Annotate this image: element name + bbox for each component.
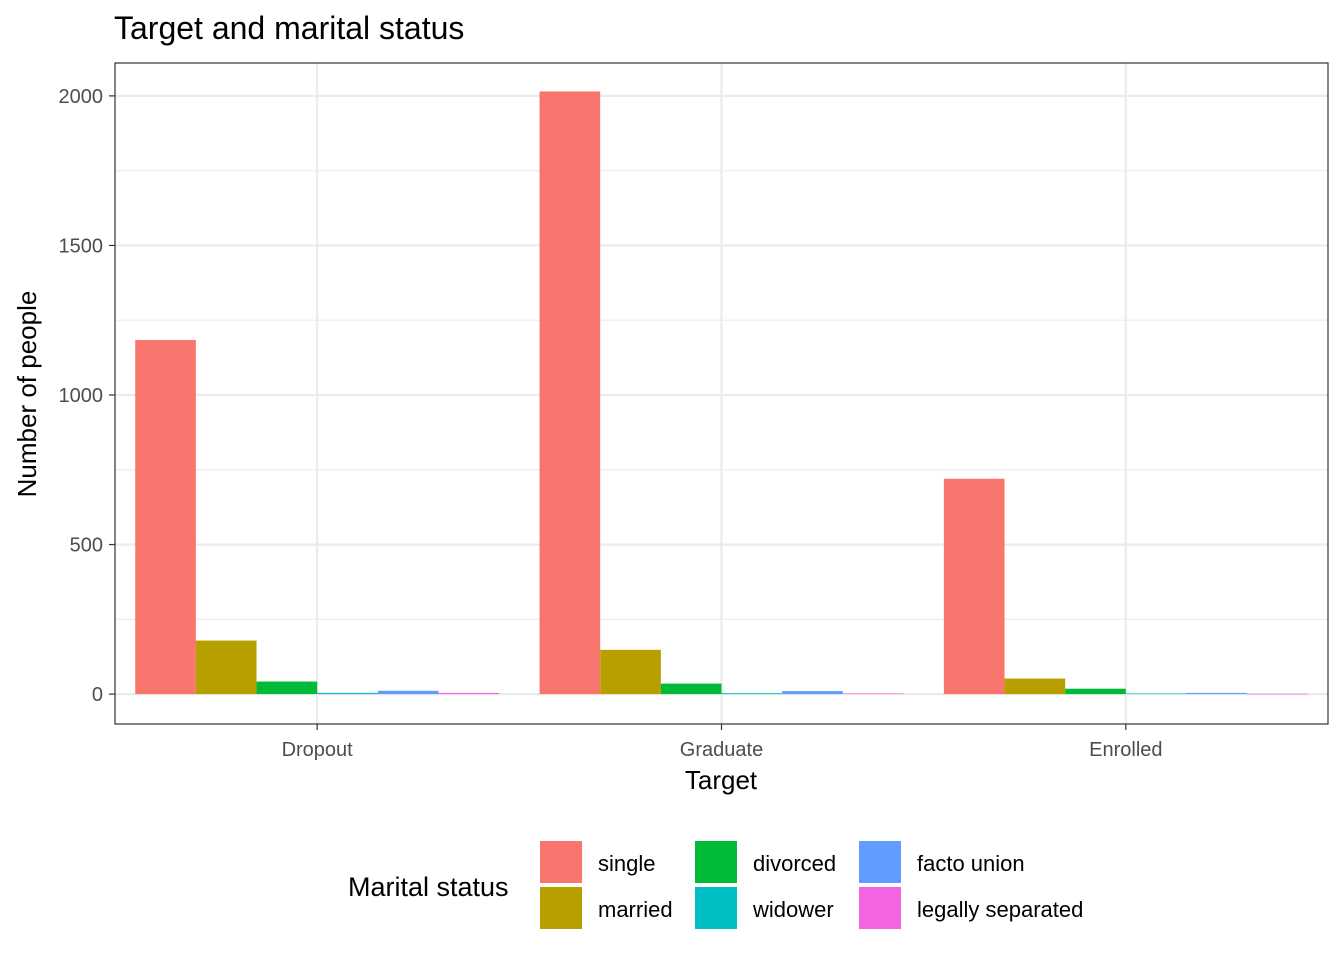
bar-widower-dropout [317, 692, 378, 695]
y-axis: 0 500 1000 1500 2000 [59, 86, 115, 706]
y-tick-label: 1500 [59, 235, 104, 257]
legend-label-widower: widower [752, 897, 834, 922]
bar-divorced-graduate [660, 683, 722, 695]
legend-key-facto-union [859, 841, 901, 883]
bar-married-graduate [600, 649, 661, 695]
legend-label-facto-union: facto union [917, 851, 1025, 876]
legend-title: Marital status [348, 872, 509, 902]
bar-legally-separated-dropout [438, 692, 500, 695]
bar-facto-union-enrolled [1186, 692, 1248, 695]
gridlines [115, 63, 1328, 724]
legend-label-divorced: divorced [753, 851, 836, 876]
bar-married-enrolled [1004, 678, 1066, 695]
bars [135, 91, 1308, 695]
legend-key-legally-separated [859, 887, 901, 929]
bar-facto-union-graduate [782, 691, 843, 695]
bar-legally-separated-enrolled [1247, 693, 1308, 695]
y-tick-label: 500 [70, 535, 103, 557]
bar-single-graduate [539, 91, 601, 695]
legend-key-widower [695, 887, 737, 929]
bar-divorced-enrolled [1065, 688, 1126, 695]
bar-widower-enrolled [1125, 693, 1187, 695]
legend-label-single: single [598, 851, 655, 876]
bar-divorced-dropout [256, 681, 318, 695]
bar-widower-graduate [721, 693, 783, 695]
bar-facto-union-dropout [377, 690, 439, 695]
legend-key-married [540, 887, 582, 929]
y-tick-label: 0 [92, 684, 103, 706]
x-tick-label: Enrolled [1089, 739, 1162, 761]
x-tick-label: Graduate [680, 739, 763, 761]
chart-title: Target and marital status [114, 10, 464, 46]
legend-label-legally-separated: legally separated [917, 897, 1083, 922]
y-axis-title: Number of people [12, 291, 42, 498]
bar-single-enrolled [943, 478, 1005, 695]
y-tick-label: 1000 [59, 385, 104, 407]
bar-single-dropout [135, 339, 196, 695]
x-tick-label: Dropout [282, 739, 354, 761]
legend-key-single [540, 841, 582, 883]
bar-legally-separated-graduate [842, 693, 904, 695]
y-tick-label: 2000 [59, 86, 104, 108]
x-axis: Dropout Graduate Enrolled [282, 724, 1163, 761]
bar-married-dropout [195, 640, 257, 695]
x-axis-title: Target [685, 765, 758, 795]
legend-key-divorced [695, 841, 737, 883]
legend-label-married: married [598, 897, 673, 922]
legend: Marital status single married divorced wido… [348, 841, 1083, 929]
